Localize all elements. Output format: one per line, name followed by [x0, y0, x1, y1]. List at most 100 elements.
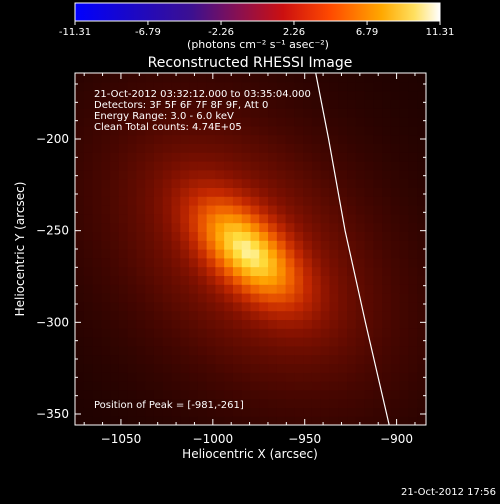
heatmap-cell [136, 345, 146, 356]
heatmap-cell [259, 389, 269, 400]
x-tick-label: −1000 [193, 432, 234, 446]
heatmap-cell [92, 196, 102, 206]
heatmap-cell [268, 143, 278, 153]
heatmap-cell [145, 398, 155, 408]
heatmap-cell [311, 301, 322, 312]
heatmap-cell [268, 213, 278, 224]
heatmap-cell [197, 301, 208, 312]
heatmap-cell [276, 407, 287, 417]
heatmap-cell [311, 81, 322, 92]
heatmap-cell [250, 187, 260, 197]
heatmap-cell [224, 354, 234, 364]
heatmap-cell [399, 99, 410, 109]
heatmap-cell [136, 398, 146, 408]
heatmap-cell [382, 90, 392, 100]
heatmap-cell [162, 354, 173, 364]
heatmap-cell [171, 301, 181, 312]
heatmap-cell [110, 328, 120, 338]
heatmap-cell [206, 231, 217, 241]
heatmap-cell [189, 266, 199, 276]
heatmap-cell [136, 328, 146, 338]
heatmap-cell [215, 389, 225, 400]
info-text: 21-Oct-2012 03:32:12.000 to 03:35:04.000… [94, 89, 311, 133]
heatmap-cell [153, 117, 164, 127]
heatmap-cell [232, 372, 243, 382]
heatmap-cell [399, 301, 410, 312]
heatmap-cell [355, 90, 366, 100]
heatmap-cell [171, 275, 181, 285]
heatmap-cell [206, 319, 217, 329]
heatmap-cell [232, 398, 243, 408]
heatmap-cell [408, 196, 418, 206]
heatmap-cell [259, 178, 269, 188]
heatmap-cell [162, 143, 173, 153]
heatmap-cell [110, 389, 120, 400]
heatmap-cell [136, 125, 146, 136]
heatmap-cell [162, 125, 173, 136]
heatmap-cell [162, 389, 173, 400]
heatmap-cell [338, 328, 348, 338]
heatmap-cell [338, 187, 348, 197]
heatmap-cell [285, 363, 295, 373]
heatmap-cell [153, 266, 164, 276]
heatmap-cell [303, 90, 313, 100]
heatmap-cell [417, 301, 426, 312]
heatmap-cell [320, 81, 331, 92]
heatmap-cell [197, 284, 208, 294]
heatmap-cell [189, 187, 199, 197]
heatmap-cell [145, 196, 155, 206]
heatmap-cell [110, 293, 120, 303]
heatmap-cell [268, 301, 278, 312]
heatmap-cell [408, 108, 418, 118]
heatmap-cell [268, 363, 278, 373]
heatmap-cell [320, 301, 331, 312]
heatmap-cell [75, 143, 85, 153]
heatmap-cell [145, 222, 155, 232]
heatmap-cell [417, 389, 426, 400]
heatmap-cell [92, 257, 102, 268]
heatmap-cell [83, 213, 94, 224]
heatmap-cell [232, 389, 243, 400]
heatmap-cell [382, 196, 392, 206]
heatmap-cell [232, 134, 243, 144]
heatmap-cell [303, 389, 313, 400]
heatmap-cell [153, 257, 164, 268]
heatmap-cell [329, 196, 339, 206]
heatmap-cell [382, 73, 392, 83]
heatmap-cell [232, 178, 243, 188]
heatmap-cell [110, 178, 120, 188]
heatmap-cell [373, 73, 383, 83]
heatmap-cell [294, 134, 304, 144]
heatmap-cell [382, 134, 392, 144]
heatmap-cell [215, 328, 225, 338]
heatmap-cell [399, 117, 410, 127]
heatmap-cell [171, 416, 181, 425]
heatmap-cell [338, 363, 348, 373]
heatmap-cell [215, 240, 225, 250]
heatmap-cell [162, 249, 173, 259]
heatmap-cell [153, 187, 164, 197]
heatmap-cell [338, 249, 348, 259]
heatmap-cell [268, 108, 278, 118]
heatmap-cell [171, 372, 181, 382]
heatmap-cell [241, 328, 252, 338]
heatmap-cell [118, 416, 129, 425]
heatmap-cell [347, 90, 357, 100]
heatmap-cell [399, 108, 410, 118]
heatmap-cell [75, 99, 85, 109]
heatmap-cell [399, 73, 410, 83]
heatmap-cell [110, 205, 120, 215]
heatmap-cell [180, 389, 190, 400]
heatmap-cell [101, 337, 111, 347]
heatmap-cell [276, 389, 287, 400]
heatmap-cell [373, 187, 383, 197]
heatmap-cell [145, 372, 155, 382]
heatmap-cell [224, 143, 234, 153]
heatmap-cell [101, 407, 111, 417]
heatmap-cell [118, 275, 129, 285]
heatmap-cell [224, 310, 234, 320]
heatmap-cell [294, 169, 304, 180]
heatmap-cell [276, 231, 287, 241]
heatmap-cell [417, 169, 426, 180]
heatmap-cell [259, 99, 269, 109]
